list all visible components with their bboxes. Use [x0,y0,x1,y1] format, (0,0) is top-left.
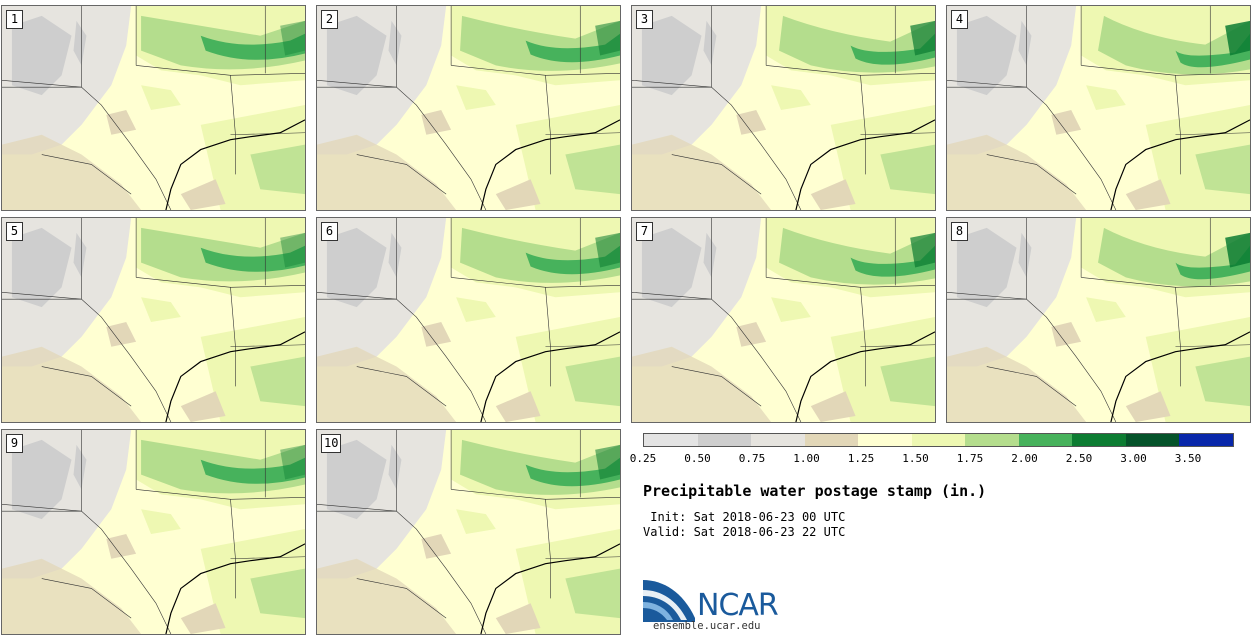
precipitable-water-map [947,6,1250,210]
member-number: 7 [636,222,653,241]
colorbar-tick-label: 0.75 [738,452,766,465]
ensemble-url: ensemble.ucar.edu [653,620,761,632]
stamp-panel-7: 7 [631,217,936,423]
stamp-panel-1: 1 [1,5,306,211]
colorbar-tick-label: 1.75 [956,452,984,465]
colorbar-swatch [644,434,698,446]
colorbar-tick-label: 2.50 [1065,452,1093,465]
colorbar-tick-label: 2.00 [1011,452,1038,465]
colorbar-tick-label: 1.25 [847,452,875,465]
stamp-panel-6: 6 [316,217,621,423]
colorbar-swatch [1179,434,1233,446]
valid-time: Valid: Sat 2018-06-23 22 UTC [643,525,846,539]
figure-title: Precipitable water postage stamp (in.) [643,482,987,500]
ncar-logo-text: NCAR [697,588,779,623]
member-number: 6 [321,222,338,241]
colorbar-swatch [911,434,965,446]
precipitable-water-map [632,218,935,422]
precipitable-water-map [317,6,620,210]
member-number: 2 [321,10,338,29]
colorbar-swatch [858,434,912,446]
init-time: Init: Sat 2018-06-23 00 UTC [643,510,846,524]
member-number: 1 [6,10,23,29]
colorbar-tick-label: 3.50 [1174,452,1202,465]
stamp-panel-2: 2 [316,5,621,211]
stamp-panel-9: 9 [1,429,306,635]
precipitable-water-map [2,218,305,422]
stamp-panel-3: 3 [631,5,936,211]
member-number: 9 [6,434,23,453]
member-number: 8 [951,222,968,241]
colorbar-tick-label: 3.00 [1120,452,1147,465]
colorbar-swatch [1072,434,1126,446]
colorbar-tick-label: 1.50 [902,452,929,465]
ncar-logo [643,580,695,622]
colorbar-tick-label: 0.50 [684,452,711,465]
precipitable-water-map [632,6,935,210]
precipitable-water-map [317,218,620,422]
member-number: 10 [321,434,342,453]
member-number: 4 [951,10,968,29]
colorbar-swatch [1018,434,1072,446]
colorbar-swatch [965,434,1019,446]
colorbar-tick-label: 1.00 [793,452,820,465]
colorbar-swatch [697,434,751,446]
precipitable-water-map [317,430,620,634]
precipitable-water-map [2,6,305,210]
colorbar-swatch [751,434,805,446]
stamp-panel-5: 5 [1,217,306,423]
precipitable-water-map [947,218,1250,422]
stamp-panel-8: 8 [946,217,1251,423]
stamp-panel-10: 10 [316,429,621,635]
member-number: 5 [6,222,23,241]
colorbar-swatch [1125,434,1179,446]
colorbar [643,433,1234,447]
precipitable-water-map [2,430,305,634]
colorbar-swatch [804,434,858,446]
stamp-panel-4: 4 [946,5,1251,211]
member-number: 3 [636,10,653,29]
colorbar-tick-label: 0.25 [629,452,657,465]
